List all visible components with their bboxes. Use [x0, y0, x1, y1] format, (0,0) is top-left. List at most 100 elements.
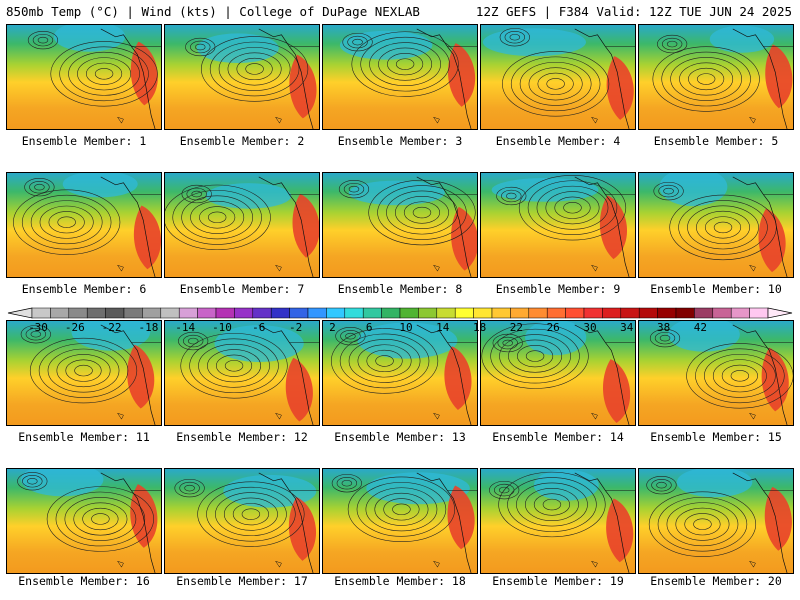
colorbar-tick-label: 42: [694, 321, 707, 334]
colorbar-tick-label: 26: [547, 321, 560, 334]
colorbar-swatch: [675, 307, 695, 319]
ensemble-member-label: Ensemble Member: 4: [495, 134, 621, 148]
colorbar-swatch: [289, 307, 309, 319]
colorbar-tick-label: 6: [366, 321, 373, 334]
ensemble-member-label: Ensemble Member: 19: [492, 574, 624, 588]
colorbar-swatch: [399, 307, 419, 319]
colorbar-swatch: [142, 307, 162, 319]
colorbar-swatch: [749, 307, 769, 319]
ensemble-member-label: Ensemble Member: 1: [21, 134, 147, 148]
colorbar-tick-label: -18: [138, 321, 158, 334]
ensemble-panel-13: [322, 320, 478, 426]
ensemble-panel-17: [164, 468, 320, 574]
colorbar-swatch: [68, 307, 88, 319]
ensemble-member-label: Ensemble Member: 18: [334, 574, 466, 588]
temperature-map: [639, 173, 793, 277]
ensemble-panel-9: [480, 172, 636, 278]
ensemble-panel-14: [480, 320, 636, 426]
temperature-map: [7, 25, 161, 129]
ensemble-panel-11: [6, 320, 162, 426]
colorbar-swatch: [344, 307, 364, 319]
valid-time-label: 12Z GEFS | F384 Valid: 12Z TUE JUN 24 20…: [475, 4, 792, 19]
ensemble-member-label: Ensemble Member: 20: [650, 574, 782, 588]
ensemble-member-label: Ensemble Member: 8: [337, 282, 463, 296]
colorbar-tick-label: -2: [289, 321, 302, 334]
ensemble-member-label: Ensemble Member: 13: [334, 430, 466, 444]
ensemble-panel-6: [6, 172, 162, 278]
colorbar-tick-label: 10: [399, 321, 412, 334]
map-title: 850mb Temp (°C) | Wind (kts) | College o…: [6, 4, 420, 19]
colorbar-tick-label: 34: [620, 321, 634, 334]
colorbar-tick-label: 30: [583, 321, 596, 334]
temperature-map: [165, 469, 319, 573]
colorbar-swatch: [105, 307, 125, 319]
colorbar-tick-label: 2: [329, 321, 336, 334]
colorbar-swatch: [694, 307, 714, 319]
colorbar-swatch: [86, 307, 106, 319]
temperature-map: [481, 469, 635, 573]
temperature-map: [481, 321, 635, 425]
colorbar-tick-label: -22: [102, 321, 122, 334]
temperature-map: [323, 173, 477, 277]
colorbar-swatch: [270, 307, 290, 319]
colorbar: -30 -26 -22 -18 -14 -10 -6 -2 2 6 10 14 18 22 26 30 34 38…: [4, 302, 796, 338]
colorbar-swatch: [436, 307, 456, 319]
ensemble-panel-12: [164, 320, 320, 426]
colorbar-swatch: [473, 307, 493, 319]
ensemble-panel-1: [6, 24, 162, 130]
ensemble-panel-15: [638, 320, 794, 426]
colorbar-swatch: [620, 307, 640, 319]
colorbar-tick-label: -10: [212, 321, 232, 334]
colorbar-graphic: -30 -26 -22 -18 -14 -10 -6 -2 2 6 10 14 18 22 26 30 34 38…: [7, 307, 793, 334]
colorbar-swatch: [31, 307, 51, 319]
ensemble-member-label: Ensemble Member: 17: [176, 574, 308, 588]
colorbar-swatch: [307, 307, 327, 319]
ensemble-member-label: Ensemble Member: 7: [179, 282, 305, 296]
colorbar-max-arrow: [767, 307, 793, 319]
colorbar-swatch: [197, 307, 217, 319]
temperature-map: [7, 469, 161, 573]
temperature-map: [323, 25, 477, 129]
ensemble-member-label: Ensemble Member: 9: [495, 282, 621, 296]
colorbar-swatch: [602, 307, 622, 319]
ensemble-panel-16: [6, 468, 162, 574]
ensemble-member-label: Ensemble Member: 2: [179, 134, 305, 148]
ensemble-member-label: Ensemble Member: 10: [650, 282, 782, 296]
temperature-map: [165, 25, 319, 129]
colorbar-swatch: [510, 307, 530, 319]
colorbar-swatch: [381, 307, 401, 319]
colorbar-swatch: [657, 307, 677, 319]
colorbar-swatch: [234, 307, 254, 319]
colorbar-tick-label: -30: [28, 321, 48, 334]
ensemble-panel-19: [480, 468, 636, 574]
colorbar-tick-label: 38: [657, 321, 670, 334]
ensemble-panel-18: [322, 468, 478, 574]
temperature-map: [481, 173, 635, 277]
ensemble-panel-2: [164, 24, 320, 130]
colorbar-tick-label: 14: [436, 321, 450, 334]
colorbar-swatch: [565, 307, 585, 319]
ensemble-member-label: Ensemble Member: 16: [18, 574, 150, 588]
ensemble-member-label: Ensemble Member: 14: [492, 430, 624, 444]
colorbar-swatch: [418, 307, 438, 319]
ensemble-member-label: Ensemble Member: 11: [18, 430, 150, 444]
colorbar-swatch: [712, 307, 732, 319]
temperature-map: [7, 321, 161, 425]
ensemble-member-label: Ensemble Member: 5: [653, 134, 779, 148]
colorbar-tick-label: -6: [252, 321, 265, 334]
temperature-map: [481, 25, 635, 129]
colorbar-tick-label: -14: [175, 321, 195, 334]
colorbar-swatch: [215, 307, 235, 319]
ensemble-panel-5: [638, 24, 794, 130]
colorbar-swatch: [454, 307, 474, 319]
ensemble-member-label: Ensemble Member: 6: [21, 282, 147, 296]
colorbar-tick-label: 18: [473, 321, 486, 334]
ensemble-member-label: Ensemble Member: 15: [650, 430, 782, 444]
ensemble-panel-3: [322, 24, 478, 130]
temperature-map: [7, 173, 161, 277]
ensemble-panel-7: [164, 172, 320, 278]
ensemble-panel-4: [480, 24, 636, 130]
temperature-map: [323, 321, 477, 425]
colorbar-swatch: [528, 307, 548, 319]
temperature-map: [323, 469, 477, 573]
